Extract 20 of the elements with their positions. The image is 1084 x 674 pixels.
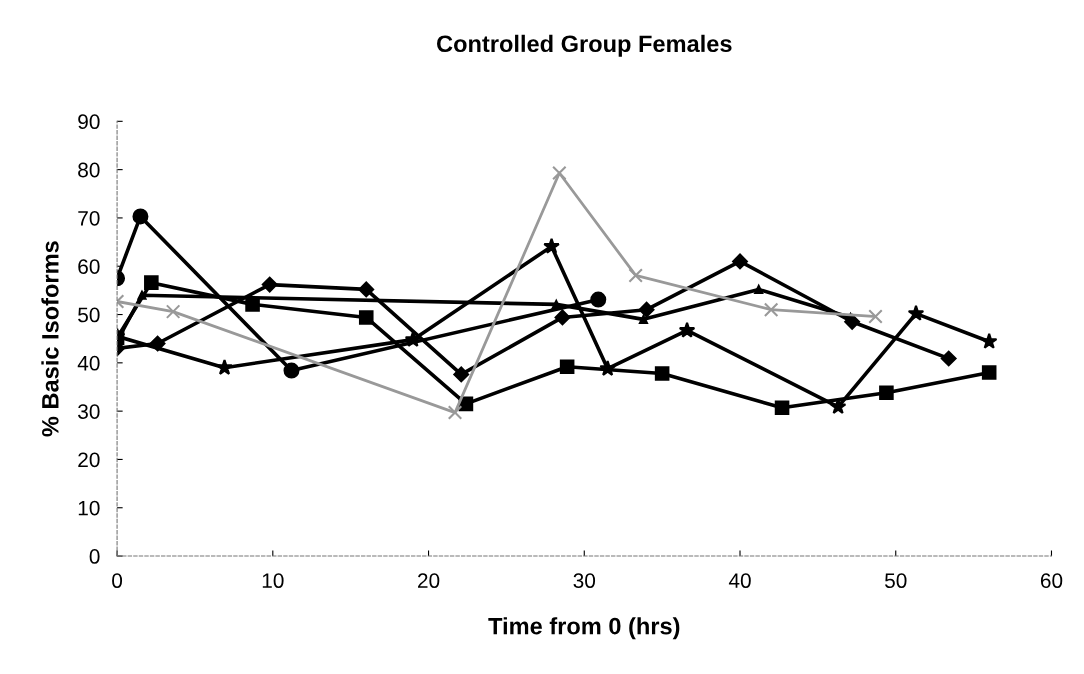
x-tick-label: 40 bbox=[728, 573, 751, 589]
y-tick-label: 80 bbox=[78, 162, 100, 178]
y-tick-label: 70 bbox=[78, 210, 100, 226]
y-tick-label: 20 bbox=[78, 452, 100, 468]
y-tick-label: 60 bbox=[78, 259, 100, 274]
x-tick-label: 0 bbox=[112, 573, 123, 589]
y-tick-label: 90 bbox=[78, 114, 100, 130]
y-axis-title: % Basic Isoforms bbox=[41, 241, 59, 437]
x-tick-label: 50 bbox=[884, 573, 907, 589]
x-tick-label: 30 bbox=[573, 573, 596, 589]
x-tick-label: 60 bbox=[1040, 573, 1063, 589]
x-axis-title: Time from 0 (hrs) bbox=[488, 617, 680, 640]
x-tick-label: 20 bbox=[418, 573, 440, 589]
chart-title: Controlled Group Females bbox=[437, 34, 732, 57]
y-tick-label: 50 bbox=[78, 307, 100, 323]
y-tick-label: 0 bbox=[89, 549, 100, 564]
x-tick-label: 10 bbox=[262, 573, 284, 589]
y-tick-label: 10 bbox=[78, 500, 100, 516]
y-tick-label: 30 bbox=[78, 404, 100, 419]
y-tick-label: 40 bbox=[77, 355, 100, 371]
